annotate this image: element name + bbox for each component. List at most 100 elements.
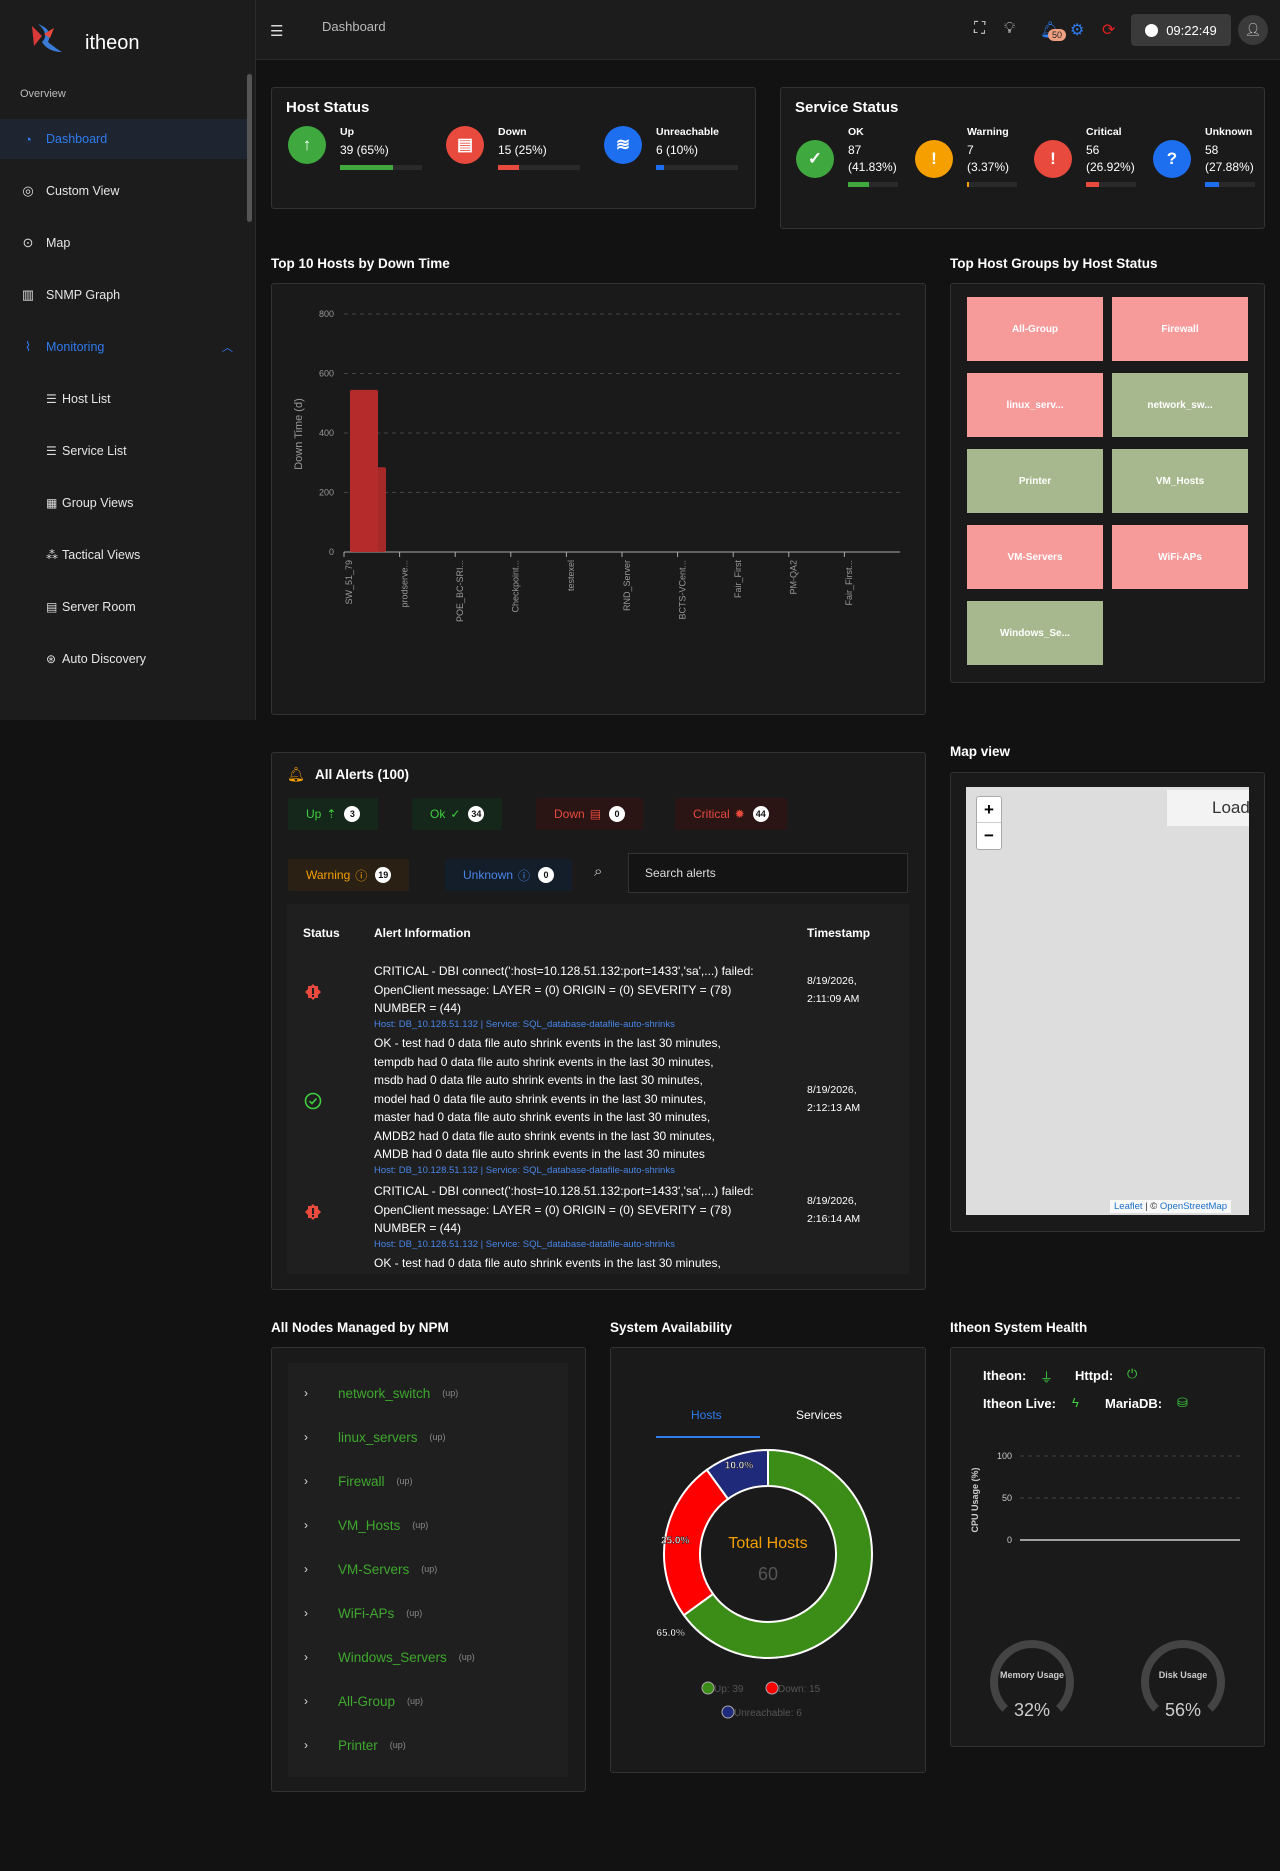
stat-label: Down [498, 126, 527, 138]
top10-card: 0 200 400 600 800 Down Time (d) SW_51_79 prodse… [271, 283, 926, 715]
host-stat-unreachable[interactable]: ≋ Unreachable 6 (10%) [604, 126, 738, 170]
alert-host-link[interactable]: Host: DB_10.128.51.132 | Service: SQL_da… [374, 1164, 675, 1176]
node-tree-item[interactable]: › linux_servers (up) [288, 1415, 568, 1459]
node-state: (up) [458, 1652, 475, 1662]
menu-toggle-icon[interactable]: ☰ [270, 23, 284, 40]
service-stat-ok[interactable]: ✓ OK 87 (41.83%) [796, 126, 898, 187]
sidebar-item-map[interactable]: ⊙ Map [0, 223, 250, 263]
node-tree-item[interactable]: › WiFi-APs (up) [288, 1591, 568, 1635]
node-state: (up) [389, 1740, 406, 1750]
filter-chip-ok[interactable]: Ok ✓ 34 [412, 798, 503, 830]
osm-link[interactable]: OpenStreetMap [1159, 1201, 1227, 1212]
alert-timestamp: 8/19/2026, 2:16:14 AM [807, 1192, 860, 1228]
sidebar-subitem-auto-discovery[interactable]: ⊛ Auto Discovery [46, 644, 146, 674]
tab-services[interactable]: Services [796, 1408, 843, 1422]
chip-count: 34 [468, 806, 485, 822]
chevron-right-icon[interactable]: › [304, 1650, 308, 1664]
node-tree-item[interactable]: › Firewall (up) [288, 1459, 568, 1503]
chevron-right-icon[interactable]: › [304, 1738, 308, 1752]
sidebar-subitem-tactical-views[interactable]: ⁂ Tactical Views [46, 540, 140, 570]
host-stat-down[interactable]: ▤ Down 15 (25%) [446, 126, 580, 170]
chip-icon: ▤ [589, 807, 602, 821]
chevron-right-icon[interactable]: › [304, 1518, 308, 1532]
sidebar-subitem-service-list[interactable]: ☰ Service List [46, 436, 127, 466]
stat-percent: (26.92%) [1086, 160, 1135, 174]
node-tree-item[interactable]: › Printer (up) [288, 1723, 568, 1767]
sidebar-item-dashboard[interactable]: ◔ Dashboard [0, 119, 250, 159]
lightbulb-icon[interactable]: 💡︎ [1004, 20, 1016, 37]
alert-host-link[interactable]: Host: DB_10.128.51.132 | Service: SQL_da… [374, 1018, 675, 1030]
map[interactable] [966, 787, 1249, 1215]
unreachable-icon: ≋ [604, 126, 642, 164]
service-stat-critical[interactable]: ! Critical 56 (26.92%) [1034, 126, 1136, 187]
alert-line: CRITICAL - DBI connect(':host=10.128.51.… [374, 964, 754, 978]
chevron-right-icon[interactable]: › [304, 1606, 308, 1620]
sidebar-subitem-host-list[interactable]: ☰ Host List [46, 384, 111, 414]
avatar[interactable]: 👤︎ [1238, 15, 1268, 45]
sidebar-item-custom-view[interactable]: ◎ Custom View [0, 171, 250, 211]
sidebar-subitem-server-room[interactable]: ▤ Server Room [46, 592, 136, 622]
chevron-right-icon[interactable]: › [304, 1386, 308, 1400]
filter-chip-warning[interactable]: Warning ⓘ 19 [288, 859, 410, 891]
usage-gauges: Memory Usage 32% Disk Usage 56% [990, 1640, 1225, 1720]
host-group-tile[interactable]: Windows_Se... [967, 601, 1103, 665]
node-tree-item[interactable]: › VM-Servers (up) [288, 1547, 568, 1591]
bar[interactable] [368, 467, 386, 552]
chevron-right-icon[interactable]: › [304, 1474, 308, 1488]
legend-label[interactable]: Down: 15 [778, 1684, 821, 1695]
alert-date: 8/19/2026, [807, 1083, 857, 1096]
chevron-right-icon[interactable]: › [304, 1694, 308, 1708]
node-name: Firewall [338, 1473, 385, 1489]
legend-label[interactable]: Up: 39 [714, 1684, 744, 1695]
tab-hosts[interactable]: Hosts [691, 1408, 722, 1422]
service-stat-unknown[interactable]: ? Unknown 58 (27.88%) [1153, 126, 1255, 187]
stat-bar-fill [498, 165, 519, 170]
host-group-tile[interactable]: WiFi-APs [1112, 525, 1248, 589]
grid-icon: ▦ [46, 496, 58, 510]
legend-label[interactable]: Unreachable: 6 [734, 1708, 802, 1719]
filter-chip-up[interactable]: Up ⇡ 3 [288, 798, 379, 830]
service-stat-warning[interactable]: ! Warning 7 (3.37%) [915, 126, 1017, 187]
sidebar-subitem-group-views[interactable]: ▦ Group Views [46, 488, 133, 518]
host-group-tile[interactable]: All-Group [967, 297, 1103, 361]
chevron-up-icon[interactable]: ︿ [222, 342, 233, 354]
fullscreen-icon[interactable]: ⛶ [974, 20, 986, 37]
host-group-tile[interactable]: network_sw... [1112, 373, 1248, 437]
node-tree-item[interactable]: › Windows_Servers (up) [288, 1635, 568, 1679]
x-tick-label: BCTS-VCent... [677, 560, 687, 620]
discovery-icon: ⊛ [46, 652, 57, 666]
alerts-title: All Alerts (100) [315, 767, 410, 782]
alert-time: 2:12:13 AM [807, 1101, 861, 1114]
breadcrumb: Dashboard [322, 19, 386, 34]
host-group-tile[interactable]: VM-Servers [967, 525, 1103, 589]
host-group-tile[interactable]: Firewall [1112, 297, 1248, 361]
chevron-right-icon[interactable]: › [304, 1562, 308, 1576]
itheon-logo[interactable] [28, 20, 64, 56]
filter-chip-unknown[interactable]: Unknown ⓘ 0 [445, 859, 573, 891]
host-group-tile[interactable]: linux_serv... [967, 373, 1103, 437]
search-icon[interactable]: ⌕ [594, 863, 603, 880]
alert-time: 2:16:14 AM [807, 1212, 861, 1225]
gear-icon[interactable]: ⚙ [1070, 22, 1085, 39]
filter-chip-critical[interactable]: Critical ✹ 44 [675, 798, 787, 830]
filter-chip-down[interactable]: Down ▤ 0 [536, 798, 644, 830]
zoom-out-button[interactable]: − [984, 826, 994, 845]
host-stat-up[interactable]: ↑ Up 39 (65%) [288, 126, 422, 170]
donut-slice[interactable] [682, 1448, 873, 1659]
refresh-icon[interactable]: ⟳ [1102, 22, 1116, 39]
donut-slice[interactable] [705, 1448, 769, 1501]
sidebar-item-monitoring[interactable]: ⌇ Monitoring ︿ [0, 327, 250, 367]
search-alerts-input[interactable]: Search alerts [628, 853, 908, 893]
sidebar-item-snmp-graph[interactable]: ▥ SNMP Graph [0, 275, 250, 315]
node-tree-item[interactable]: › network_switch (up) [288, 1371, 568, 1415]
alert-host-link[interactable]: Host: DB_10.128.51.132 | Service: SQL_da… [374, 1238, 675, 1250]
stat-bar-fill [656, 165, 665, 170]
chevron-right-icon[interactable]: › [304, 1430, 308, 1444]
leaflet-link[interactable]: Leaflet [1114, 1201, 1143, 1212]
node-tree-item[interactable]: › All-Group (up) [288, 1679, 568, 1723]
host-group-tile[interactable]: VM_Hosts [1112, 449, 1248, 513]
host-group-tile[interactable]: Printer [967, 449, 1103, 513]
sidebar-scrollbar[interactable] [247, 74, 252, 222]
node-tree-item[interactable]: › VM_Hosts (up) [288, 1503, 568, 1547]
zoom-in-button[interactable]: + [977, 797, 1001, 823]
